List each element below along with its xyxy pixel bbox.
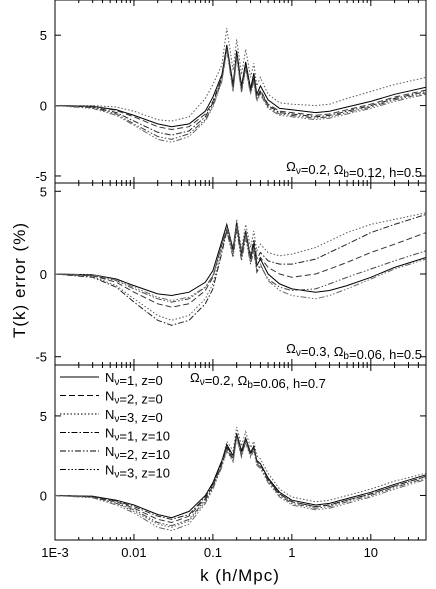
x-axis-title: k (h/Mpc): [200, 566, 280, 585]
panel-frame: [54, 364, 427, 541]
legend-label: Nν=1, z=0: [105, 370, 163, 388]
panel-2: -5 0 5 Ων=0.3, Ωb=0.06, h=0.5: [35, 182, 427, 366]
panel-1: -5 0 5 Ων=0.2, Ωb=0.12, h=0.5: [35, 0, 427, 184]
series-dashdot: [54, 433, 427, 520]
y-tick-label: -5: [35, 169, 47, 184]
x-tick-label: 1E-3: [41, 545, 68, 560]
legend-label: Nν=2, z=10: [105, 444, 170, 462]
panels: -5 0 5 Ων=0.2, Ωb=0.12, h=0.5 -5 0 5 Ων=0.3, Ωb…: [35, 0, 427, 560]
legend-label: Nν=2, z=0: [105, 389, 163, 407]
x-tick-label: 10: [364, 545, 378, 560]
y-tick-label: 0: [40, 488, 47, 503]
series-dotted: [54, 426, 427, 528]
x-tick-label: 1: [288, 545, 295, 560]
series-dotted: [55, 28, 427, 122]
panel-3: 0 5 1E-3 0.01 0.1 1 10 Ων=0.2, Ωb=0.06, h=0.7 Nν…: [40, 364, 427, 560]
series-dashdotdotdot: [54, 225, 427, 302]
series-dotted: [54, 212, 427, 321]
y-tick-label: -5: [35, 350, 47, 365]
series-dashdotdot: [54, 229, 427, 303]
y-axis-title: T(k) error (%): [10, 222, 29, 338]
panel-annotation: Ων=0.3, Ωb=0.06, h=0.5: [286, 341, 422, 362]
series-dashed: [54, 47, 427, 131]
y-tick-label: 0: [40, 99, 47, 114]
series-solid: [54, 433, 427, 519]
y-tick-label: 5: [40, 184, 47, 199]
legend-label: Nν=3, z=10: [105, 463, 170, 481]
x-tick-label: 0.1: [204, 545, 222, 560]
y-tick-label: 5: [40, 409, 47, 424]
series-dashdotdotdot: [54, 438, 427, 532]
y-tick-label: 0: [40, 267, 47, 282]
legend-label: Nν=1, z=10: [105, 426, 170, 444]
y-tick-label: 5: [40, 28, 47, 43]
panel-annotation: Ων=0.2, Ωb=0.06, h=0.7: [190, 370, 326, 391]
x-tick-label: 0.01: [121, 545, 146, 560]
series-dashdotdot: [54, 436, 427, 527]
panel-annotation: Ων=0.2, Ωb=0.12, h=0.5: [286, 159, 422, 180]
legend-label: Nν=3, z=0: [105, 407, 163, 425]
